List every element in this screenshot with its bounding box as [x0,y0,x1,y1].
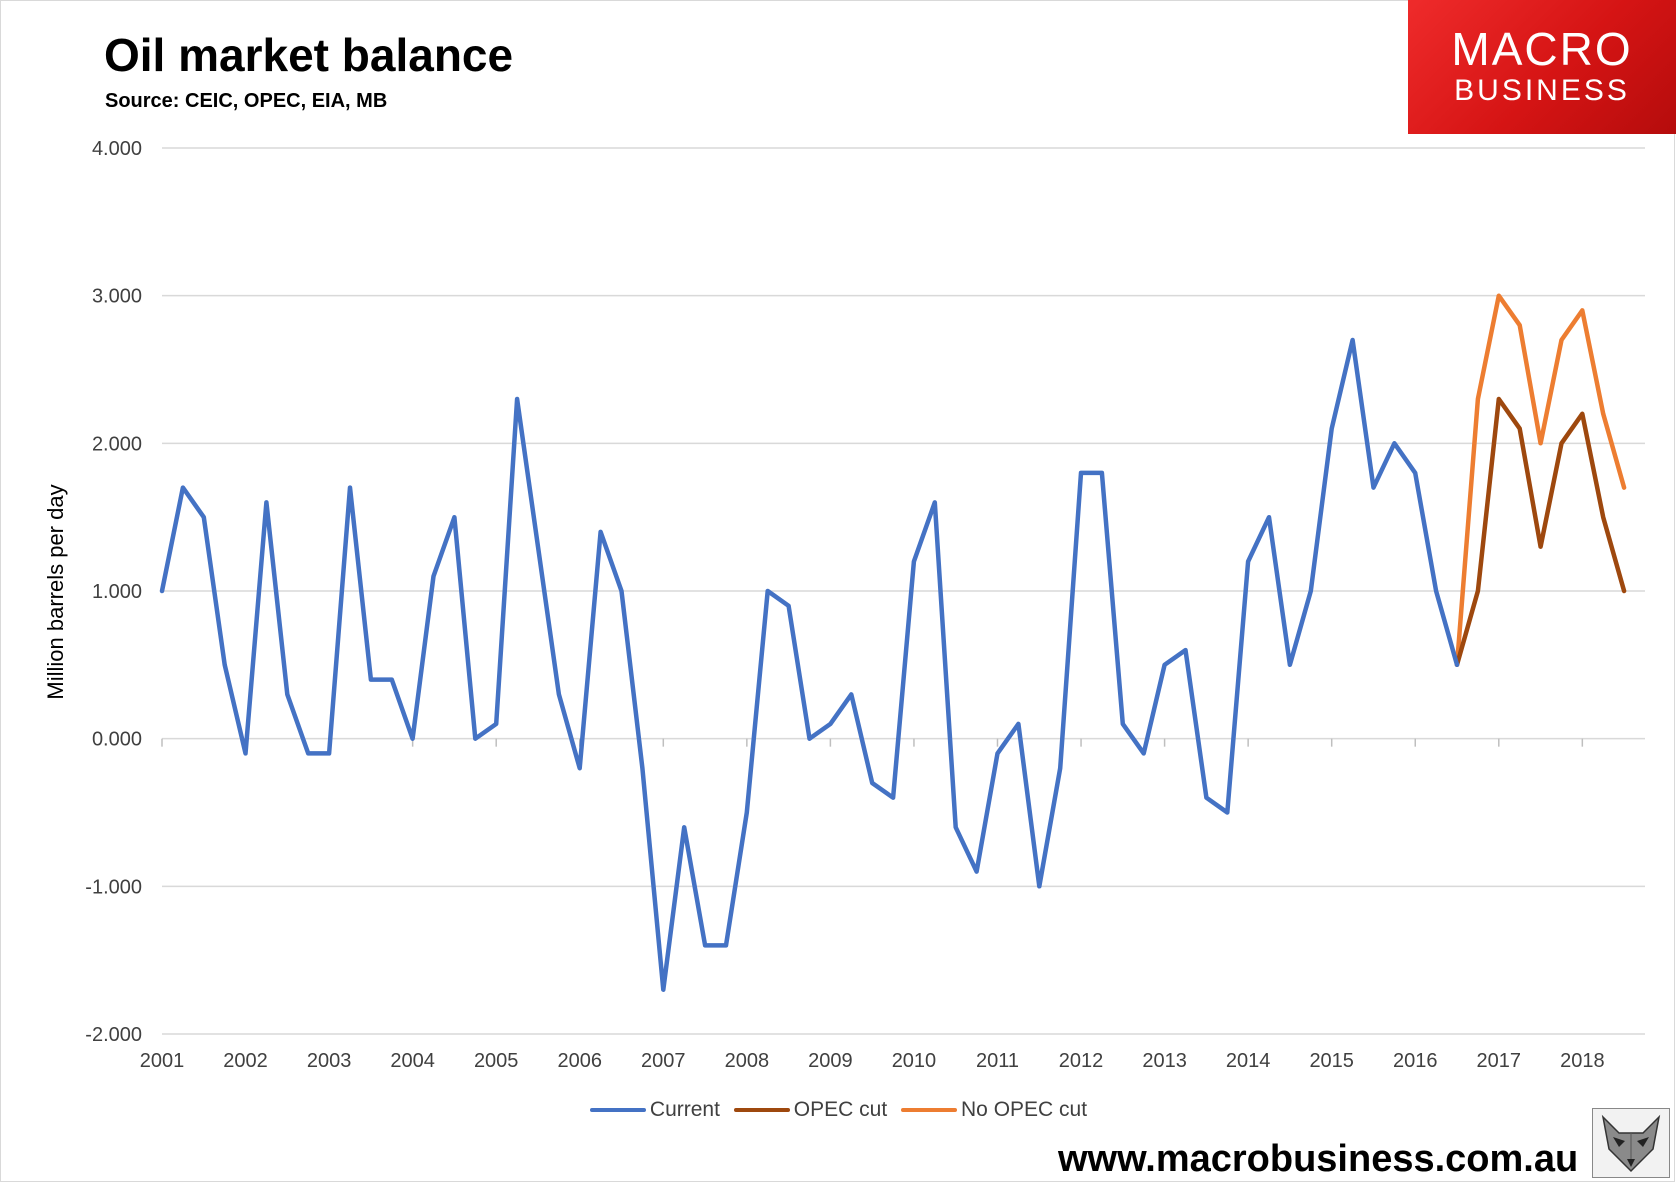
chart-subtitle: Source: CEIC, OPEC, EIA, MB [105,90,388,112]
x-tick-label: 2006 [557,1050,602,1072]
x-tick-label: 2015 [1309,1050,1354,1072]
y-tick-label: 0.000 [92,729,142,751]
x-tick-label: 2009 [808,1050,853,1072]
series-line-opec-cut [1454,396,1627,668]
y-tick-label: -2.000 [85,1024,142,1046]
x-tick-label: 2017 [1477,1050,1522,1072]
chart-title: Oil market balance [104,29,514,81]
x-tick-label: 2010 [892,1050,937,1072]
fox-head-icon [1592,1108,1670,1178]
series-line-no-opec-cut [1454,293,1627,668]
macrobusiness-logo[interactable]: MACRO BUSINESS [1408,0,1676,134]
x-tick-label: 2007 [641,1050,686,1072]
x-tick-label: 2005 [474,1050,519,1072]
legend-label-no-opec-cut: No OPEC cut [961,1098,1088,1121]
legend-swatch-opec-cut [733,1108,790,1113]
x-tick-label: 2012 [1059,1050,1104,1072]
x-tick-label: 2014 [1226,1050,1271,1072]
website-url[interactable]: www.macrobusiness.com.au [1058,1138,1579,1180]
logo-line-2: BUSINESS [1454,74,1630,107]
series-line-current [159,337,1460,992]
legend-item-no-opec-cut: No OPEC cut [901,1098,1087,1122]
x-tick-label: 2011 [976,1050,1019,1072]
y-tick-label: 1.000 [92,581,142,603]
y-tick-label: 3.000 [92,286,142,308]
x-tick-label: 2004 [390,1050,435,1072]
x-tick-label: 2003 [307,1050,352,1072]
legend-swatch-current [589,1108,646,1113]
y-tick-label: -1.000 [85,876,142,898]
y-tick-label: 4.000 [92,138,142,160]
x-tick-label: 2002 [223,1050,268,1072]
legend-label-current: Current [649,1098,720,1121]
x-tick-label: 2013 [1142,1050,1187,1072]
legend-label-opec-cut: OPEC cut [793,1098,888,1121]
y-tick-label: 2.000 [92,433,142,455]
x-tick-label: 2016 [1393,1050,1438,1072]
legend-swatch-no-opec-cut [901,1108,958,1113]
chart-legend: Current OPEC cut No OPEC cut [0,1098,1677,1122]
x-tick-label: 2018 [1560,1050,1605,1072]
x-tick-label: 2008 [725,1050,770,1072]
legend-item-opec-cut: OPEC cut [733,1098,888,1122]
logo-line-1: MACRO [1451,23,1633,75]
legend-item-current: Current [589,1098,720,1122]
x-tick-label: 2001 [140,1050,185,1072]
